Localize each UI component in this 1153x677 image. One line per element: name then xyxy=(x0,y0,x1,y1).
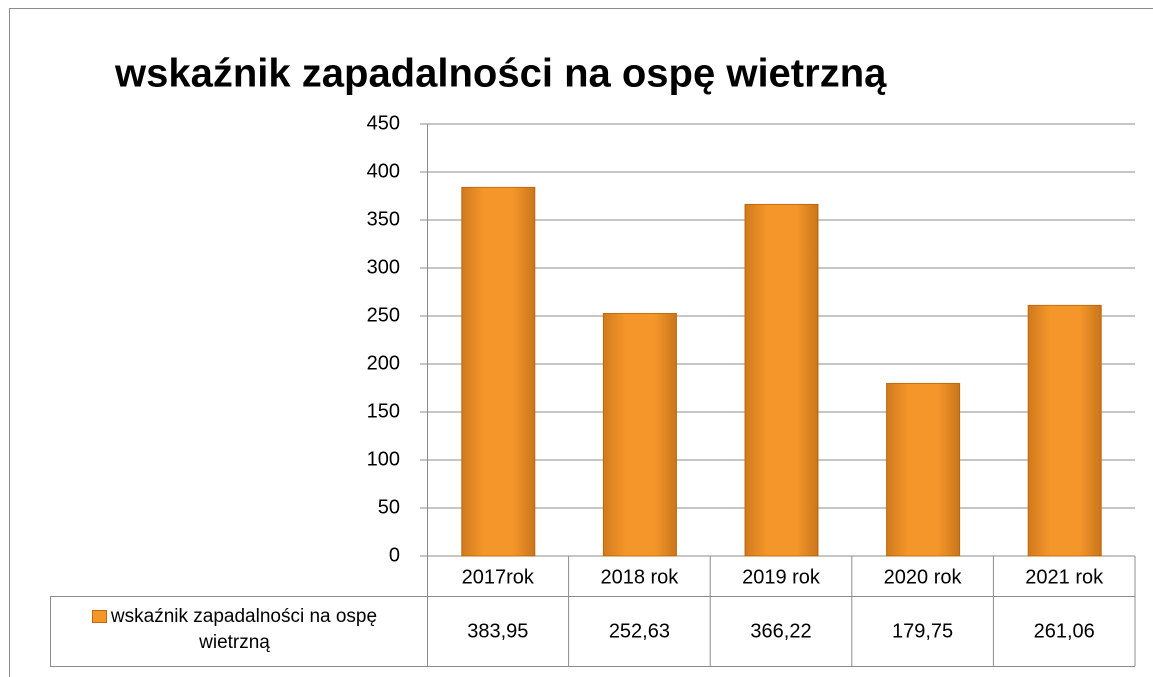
bar xyxy=(1027,304,1102,557)
x-tick-label: 2021 rok xyxy=(1025,566,1104,588)
bar xyxy=(461,186,536,557)
x-tick-label: 2017rok xyxy=(462,566,535,588)
y-tick-label: 350 xyxy=(367,208,400,230)
bar xyxy=(602,312,677,557)
table-value: 179,75 xyxy=(892,620,953,642)
table-value: 366,22 xyxy=(750,620,811,642)
x-tick-label: 2020 rok xyxy=(884,566,963,588)
table-value: 252,63 xyxy=(609,620,670,642)
legend: wskaźnik zapadalności na ospę wietrzną xyxy=(62,604,407,656)
x-tick-label: 2019 rok xyxy=(742,566,821,588)
chart-title: wskaźnik zapadalności na ospę wietrzną xyxy=(114,52,887,96)
legend-key xyxy=(91,610,107,623)
bar xyxy=(744,203,819,557)
y-tick-label: 0 xyxy=(389,544,400,566)
table-value: 383,95 xyxy=(467,620,528,642)
y-tick-label: 250 xyxy=(367,304,400,326)
y-tick-label: 50 xyxy=(378,496,400,518)
y-tick-label: 400 xyxy=(367,160,400,182)
y-tick-label: 450 xyxy=(367,112,400,134)
legend-label: wskaźnik zapadalności na ospę wietrzną xyxy=(110,606,378,653)
y-tick-label: 300 xyxy=(367,256,400,278)
y-tick-label: 200 xyxy=(367,352,400,374)
y-tick-label: 100 xyxy=(367,448,400,470)
bar xyxy=(886,382,961,557)
table-value: 261,06 xyxy=(1034,620,1095,642)
y-tick-label: 150 xyxy=(367,400,400,422)
x-tick-label: 2018 rok xyxy=(600,566,679,588)
